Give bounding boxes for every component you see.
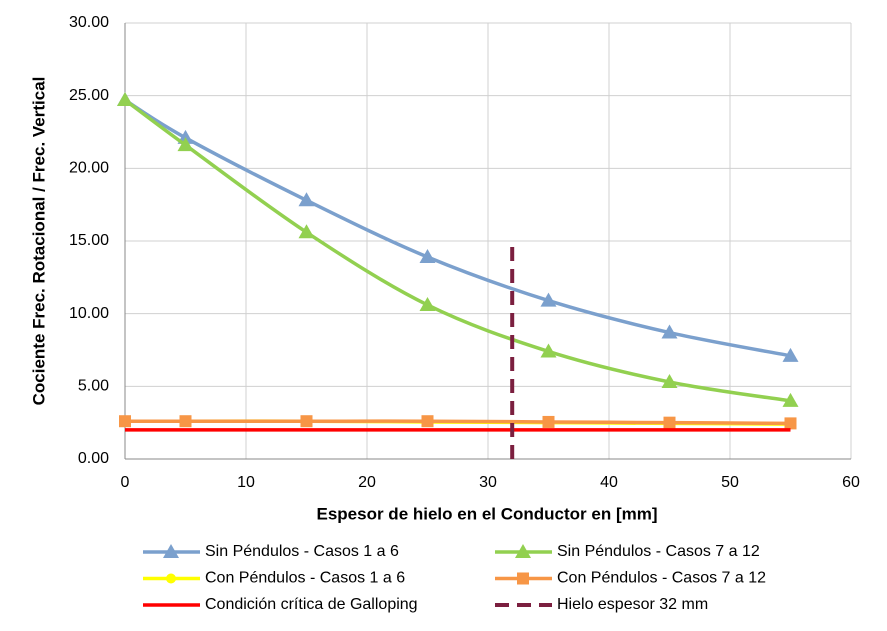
y-tick-label: 5.00: [78, 378, 109, 395]
marker: [661, 373, 678, 388]
marker: [515, 544, 531, 558]
x-tick-label: 30: [479, 474, 497, 491]
x-tick-label: 0: [121, 474, 130, 491]
x-tick-label: 20: [358, 474, 376, 491]
legend-label: Con Péndulos - Casos 1 a 6: [205, 570, 405, 587]
y-tick-label: 25.00: [69, 87, 109, 104]
marker: [663, 416, 676, 429]
marker: [298, 192, 315, 207]
marker: [540, 343, 557, 358]
marker: [117, 92, 133, 107]
y-tick-label: 30.00: [69, 14, 109, 31]
x-tick-label: 50: [721, 474, 739, 491]
marker: [542, 415, 555, 428]
marker: [298, 224, 315, 239]
marker: [782, 347, 799, 362]
y-axis-title: Cociente Frec. Rotacional / Frec. Vertic…: [29, 77, 48, 406]
x-tick-label: 40: [600, 474, 618, 491]
x-axis-title: Espesor de hielo en el Conductor en [mm]: [317, 504, 658, 523]
legend-label: Con Péndulos - Casos 7 a 12: [557, 570, 766, 587]
marker: [419, 248, 436, 263]
marker: [177, 137, 194, 152]
series-line: [125, 419, 791, 426]
marker: [419, 296, 436, 311]
y-tick-label: 0.00: [78, 450, 109, 467]
marker: [782, 392, 799, 407]
legend-label: Sin Péndulos - Casos 7 a 12: [557, 543, 760, 560]
marker: [421, 415, 434, 428]
x-tick-label: 10: [237, 474, 255, 491]
marker: [300, 415, 313, 428]
marker: [163, 544, 179, 558]
marker: [179, 415, 192, 428]
marker: [119, 415, 131, 428]
series-line: [123, 98, 791, 403]
marker: [661, 324, 678, 339]
marker: [166, 573, 176, 584]
marker: [517, 572, 529, 585]
legend-label: Sin Péndulos - Casos 1 a 6: [205, 543, 399, 560]
y-tick-label: 20.00: [69, 160, 109, 177]
y-tick-label: 15.00: [69, 232, 109, 249]
x-tick-label: 60: [842, 474, 860, 491]
y-tick-label: 10.00: [69, 305, 109, 322]
marker: [784, 417, 797, 430]
legend-label: Condición crítica de Galloping: [205, 596, 418, 613]
marker: [540, 292, 557, 307]
legend-label: Hielo espesor 32 mm: [557, 596, 708, 613]
